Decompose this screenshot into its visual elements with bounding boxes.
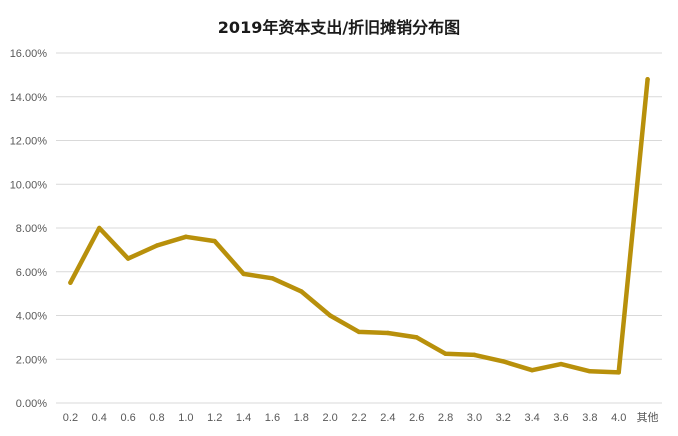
x-tick-label: 1.0 [178,412,193,424]
y-tick-label: 4.00% [16,311,47,323]
y-tick-label: 2.00% [16,354,47,366]
x-tick-label: 2.4 [380,412,395,424]
y-tick-label: 14.00% [10,92,48,104]
x-tick-label: 2.8 [438,412,453,424]
data-point [327,313,333,318]
data-point [212,238,217,244]
data-point [616,370,621,375]
data-point [529,367,535,373]
data-point [97,225,102,231]
x-tick-label: 3.4 [524,412,539,424]
gridlines [56,52,662,404]
x-tick-label: 其他 [637,411,659,424]
chart-title: 2019年资本支出/折旧摊销分布图 [217,18,461,37]
x-tick-label: 1.6 [265,412,280,424]
data-point [241,271,246,277]
x-tick-label: 0.2 [63,412,78,424]
y-tick-label: 10.00% [10,179,48,191]
data-point [414,335,419,340]
y-axis-tick-labels: 0.00% 2.00% 4.00% 6.00% 8.00% 10.00% 12.00% 14.… [10,48,48,410]
x-tick-label: 3.6 [553,412,568,424]
x-tick-label: 0.4 [92,412,107,424]
data-point [154,243,160,248]
data-point [472,352,477,358]
data-point [299,289,304,294]
x-axis-tick-labels: 0.2 0.4 0.6 0.8 1.0 1.2 1.4 1.6 1.8 2.0 2.2 2.4 2.6 2… [63,411,659,424]
data-point [501,359,506,364]
x-tick-label: 1.4 [236,412,251,424]
x-tick-label: 4.0 [611,412,626,424]
data-point [68,280,73,285]
x-tick-label: 2.0 [322,412,337,424]
y-tick-label: 16.00% [10,48,48,60]
x-tick-label: 2.2 [351,412,366,424]
y-tick-label: 8.00% [16,223,47,235]
data-point [183,234,189,239]
data-point [645,77,650,82]
data-point [558,361,564,367]
y-tick-label: 6.00% [16,267,47,279]
data-point [270,276,275,281]
x-tick-label: 2.6 [409,412,424,424]
y-tick-label: 12.00% [10,136,48,148]
y-tick-label: 0.00% [16,398,47,410]
data-point [125,256,131,261]
data-point [385,330,391,336]
x-tick-label: 1.2 [207,412,222,424]
x-tick-label: 3.0 [467,412,482,424]
x-tick-label: 3.8 [582,412,597,424]
data-point [587,369,593,374]
series-line [68,77,650,375]
series-lines [68,77,650,375]
x-tick-label: 0.6 [120,412,135,424]
data-point [356,329,362,335]
x-tick-label: 1.8 [294,412,309,424]
x-tick-label: 0.8 [149,412,164,424]
x-tick-label: 3.2 [496,412,511,424]
data-point [443,351,448,356]
